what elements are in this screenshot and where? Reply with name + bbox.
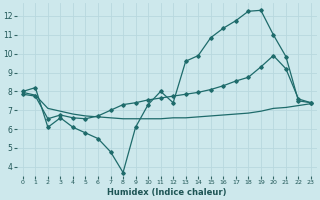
X-axis label: Humidex (Indice chaleur): Humidex (Indice chaleur)	[107, 188, 227, 197]
